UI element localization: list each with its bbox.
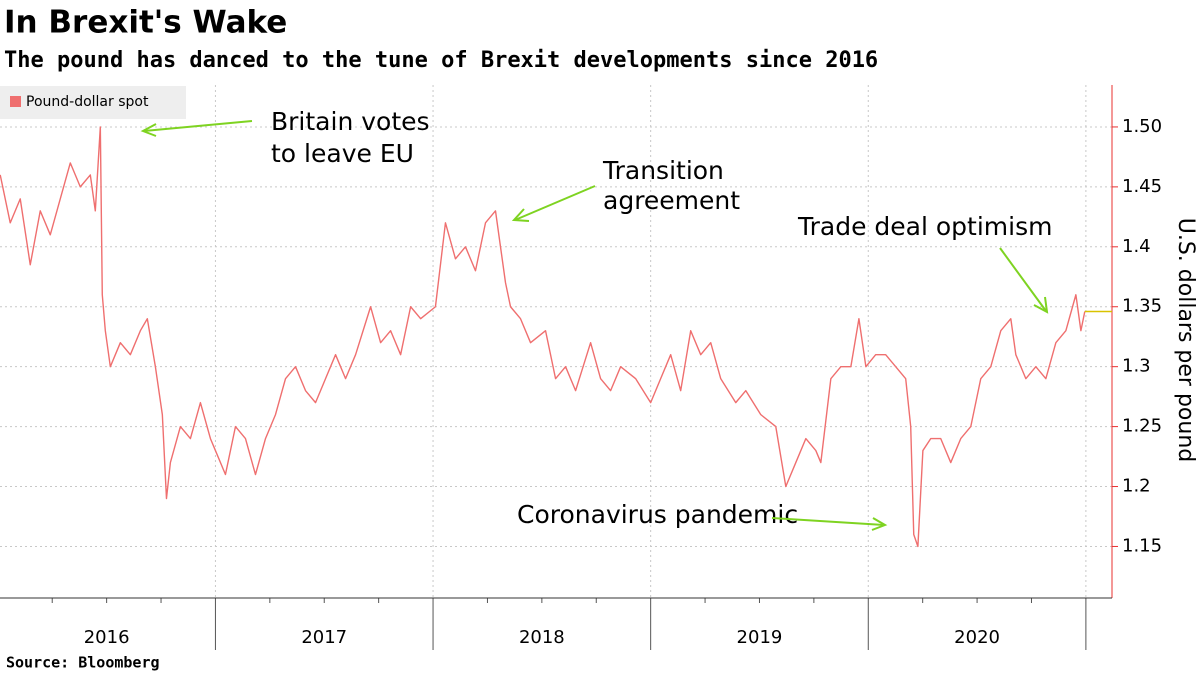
annotations: Britain votes to leave EU Transition agr…: [140, 107, 1052, 531]
annotation-arrowhead: [1033, 296, 1049, 314]
x-tick-label: 2017: [301, 627, 347, 648]
annotation: agreement: [603, 186, 740, 215]
legend: Pound-dollar spot: [0, 86, 186, 119]
chart-subtitle: The pound has danced to the tune of Brex…: [4, 48, 878, 73]
y-tick-label: 1.50: [1122, 116, 1162, 137]
y-tick-label: 1.2: [1122, 476, 1151, 497]
annotation-arrow: [771, 517, 885, 526]
source: Source: Bloomberg: [6, 654, 160, 672]
legend-label: Pound-dollar spot: [26, 94, 149, 110]
y-tick-label: 1.15: [1122, 535, 1162, 556]
x-tick-label: 2018: [519, 627, 565, 648]
annotation: Transition: [602, 156, 724, 185]
annotation: Britain votes: [271, 107, 430, 136]
plot-area: [0, 126, 1112, 548]
y-tick-label: 1.25: [1122, 416, 1162, 437]
annotation: Trade deal optimism: [797, 212, 1052, 241]
annotation-arrowhead: [511, 208, 530, 222]
legend-swatch: [10, 96, 21, 107]
chart-title: In Brexit's Wake: [4, 5, 287, 41]
annotation: to leave EU: [271, 139, 414, 168]
annotation-arrowhead: [871, 517, 888, 531]
y-tick-label: 1.4: [1122, 236, 1151, 257]
grid: 1.15 1.2 1.25 1.3 1.35 1.4 1.45 1.50 2016 2017 201…: [0, 85, 1162, 650]
annotation-arrow: [143, 120, 253, 132]
legend-box: [0, 86, 186, 119]
annotation-arrow: [999, 247, 1047, 312]
line-series: [0, 126, 1086, 548]
annotation-arrow: [514, 185, 596, 221]
annotation-arrowhead: [140, 123, 157, 137]
y-axis-label: U.S. dollars per pound: [1173, 218, 1198, 463]
y-tick-label: 1.35: [1122, 296, 1162, 317]
x-tick-label: 2016: [84, 627, 130, 648]
y-tick-label: 1.3: [1122, 356, 1151, 377]
annotation: Coronavirus pandemic: [517, 500, 798, 529]
y-tick-label: 1.45: [1122, 176, 1162, 197]
x-tick-label: 2019: [737, 627, 783, 648]
x-tick-label: 2020: [954, 627, 1000, 648]
